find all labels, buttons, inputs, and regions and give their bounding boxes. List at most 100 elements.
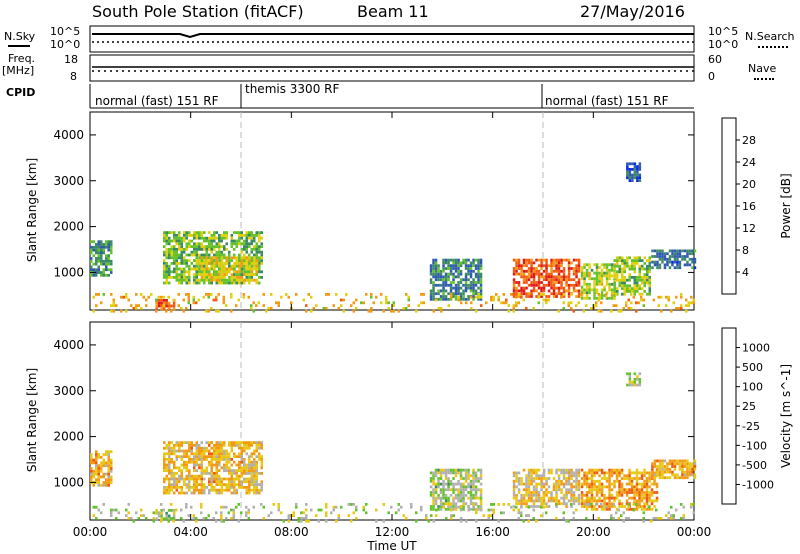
range-cell xyxy=(253,441,256,444)
range-cell xyxy=(203,488,206,492)
range-cell xyxy=(567,278,571,282)
range-cell xyxy=(97,293,100,296)
range-cell xyxy=(210,250,213,254)
range-cell xyxy=(633,165,637,168)
range-cell xyxy=(248,267,251,271)
range-cell xyxy=(535,488,538,492)
range-cell xyxy=(420,505,423,509)
range-cell xyxy=(651,467,654,471)
range-cell xyxy=(515,505,518,509)
range-cell xyxy=(676,476,679,480)
range-cell xyxy=(173,446,176,450)
range-cell xyxy=(220,250,223,254)
range-cell xyxy=(185,466,188,470)
range-cell xyxy=(464,502,468,506)
range-cell xyxy=(588,291,591,295)
range-cell xyxy=(527,479,531,483)
range-cell xyxy=(175,270,178,274)
range-cell xyxy=(375,295,378,299)
range-cell xyxy=(248,480,251,484)
range-cell xyxy=(172,514,176,518)
range-cell xyxy=(168,458,171,461)
range-cell xyxy=(437,267,440,270)
range-cell xyxy=(444,278,448,282)
range-cell xyxy=(663,252,667,256)
range-cell xyxy=(420,301,423,305)
range-cell xyxy=(437,283,440,287)
range-cell xyxy=(472,269,475,273)
range-cell xyxy=(238,281,241,285)
range-cell xyxy=(527,275,531,279)
range-cell xyxy=(185,477,188,481)
range-cell xyxy=(600,468,604,472)
range-cell xyxy=(180,267,183,271)
range-cell xyxy=(213,248,216,251)
range-cell xyxy=(477,264,480,268)
range-cell xyxy=(565,505,568,508)
range-cell xyxy=(200,248,203,251)
range-cell xyxy=(638,284,641,288)
range-cell xyxy=(215,231,218,234)
range-cell xyxy=(452,499,455,503)
range-cell xyxy=(205,256,209,260)
range-cell xyxy=(105,464,108,468)
range-cell xyxy=(255,483,258,486)
range-cell xyxy=(469,488,473,492)
range-cell xyxy=(593,294,596,297)
range-cell xyxy=(562,286,566,290)
range-cell xyxy=(444,502,448,506)
range-cell xyxy=(454,286,458,290)
range-cell xyxy=(671,263,674,267)
cpid-segment-2: themis 3300 RF xyxy=(245,82,340,96)
range-cell xyxy=(92,458,95,462)
range-cell xyxy=(243,253,246,257)
range-cell xyxy=(595,274,599,278)
range-cell xyxy=(540,479,543,483)
range-cell xyxy=(255,488,258,492)
range-cell xyxy=(172,304,176,308)
range-cell xyxy=(310,295,313,299)
range-cell xyxy=(535,468,538,472)
range-cell xyxy=(462,499,465,503)
range-cell xyxy=(477,286,480,290)
range-cell xyxy=(550,269,553,273)
range-cell xyxy=(218,452,221,456)
range-cell xyxy=(163,441,166,444)
range-cell xyxy=(688,252,692,256)
range-cell xyxy=(365,293,368,296)
range-cell xyxy=(210,446,213,450)
range-cell xyxy=(668,255,672,258)
range-cell xyxy=(168,256,171,260)
range-cell xyxy=(162,301,166,305)
range-cell xyxy=(535,493,538,497)
range-cell xyxy=(638,380,642,384)
range-cell xyxy=(180,458,183,461)
range-cell xyxy=(457,292,460,296)
range-cell xyxy=(260,455,263,458)
range-cell xyxy=(185,455,188,458)
range-cell xyxy=(185,460,188,464)
range-cell xyxy=(175,264,178,268)
range-cell xyxy=(668,266,672,270)
range-cell xyxy=(235,455,238,458)
range-cell xyxy=(180,281,183,285)
range-cell xyxy=(180,449,183,453)
range-cell xyxy=(618,267,621,271)
range-cell xyxy=(250,469,253,472)
range-cell xyxy=(447,297,450,301)
range-cell xyxy=(636,287,639,290)
range-cell xyxy=(238,474,241,478)
range-cell xyxy=(188,480,191,484)
range-cell xyxy=(97,259,100,263)
range-cell xyxy=(220,441,223,444)
range-cell xyxy=(588,282,591,286)
range-cell xyxy=(168,488,171,492)
range-cell xyxy=(520,267,523,270)
range-cell xyxy=(170,503,173,506)
range-cell xyxy=(347,503,350,506)
range-cell xyxy=(203,231,206,234)
range-cell xyxy=(570,471,573,475)
range-cell xyxy=(208,444,211,447)
colorbar-tick-label: 4 xyxy=(742,266,749,279)
range-cell xyxy=(520,496,523,500)
